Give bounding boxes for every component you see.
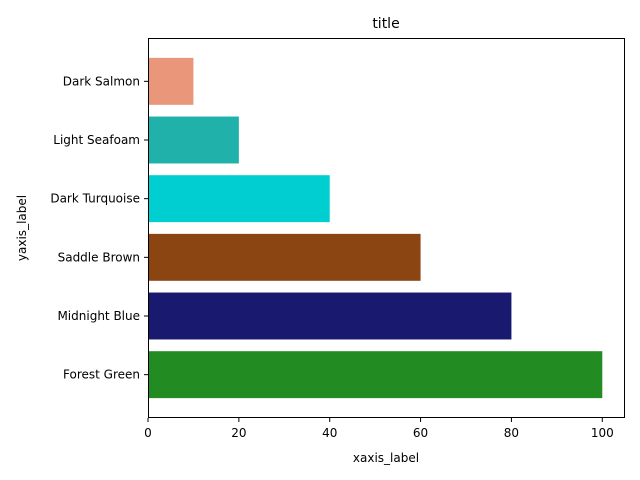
x-tick-label: 0: [144, 426, 152, 440]
x-axis-ticks: 0 20 40 60 80 100: [144, 418, 614, 440]
y-tick-label: Forest Green: [63, 368, 140, 382]
y-tick-label: Dark Turquoise: [50, 192, 140, 206]
bars-group: [148, 57, 603, 399]
bar-midnight-blue: [148, 292, 512, 340]
x-axis-title: xaxis_label: [353, 451, 419, 465]
y-tick-label: Saddle Brown: [58, 250, 140, 264]
bar-dark-turquoise: [148, 175, 330, 223]
y-tick-label: Dark Salmon: [63, 74, 140, 88]
plot-frame: [148, 38, 625, 418]
y-axis-ticks: Forest Green Midnight Blue Saddle Brown Dar…: [50, 74, 148, 382]
bar-dark-salmon: [148, 57, 194, 105]
x-tick-label: 80: [504, 426, 519, 440]
x-tick-label: 100: [591, 426, 614, 440]
x-tick-label: 60: [413, 426, 428, 440]
y-axis-title: yaxis_label: [15, 195, 29, 261]
bar-forest-green: [148, 351, 603, 399]
y-tick-label: Midnight Blue: [57, 309, 140, 323]
x-tick-label: 20: [231, 426, 246, 440]
bar-light-seafoam: [148, 116, 239, 164]
x-tick-label: 40: [322, 426, 337, 440]
chart-title: title: [372, 16, 399, 32]
y-tick-label: Light Seafoam: [53, 133, 140, 147]
bar-saddle-brown: [148, 233, 421, 281]
